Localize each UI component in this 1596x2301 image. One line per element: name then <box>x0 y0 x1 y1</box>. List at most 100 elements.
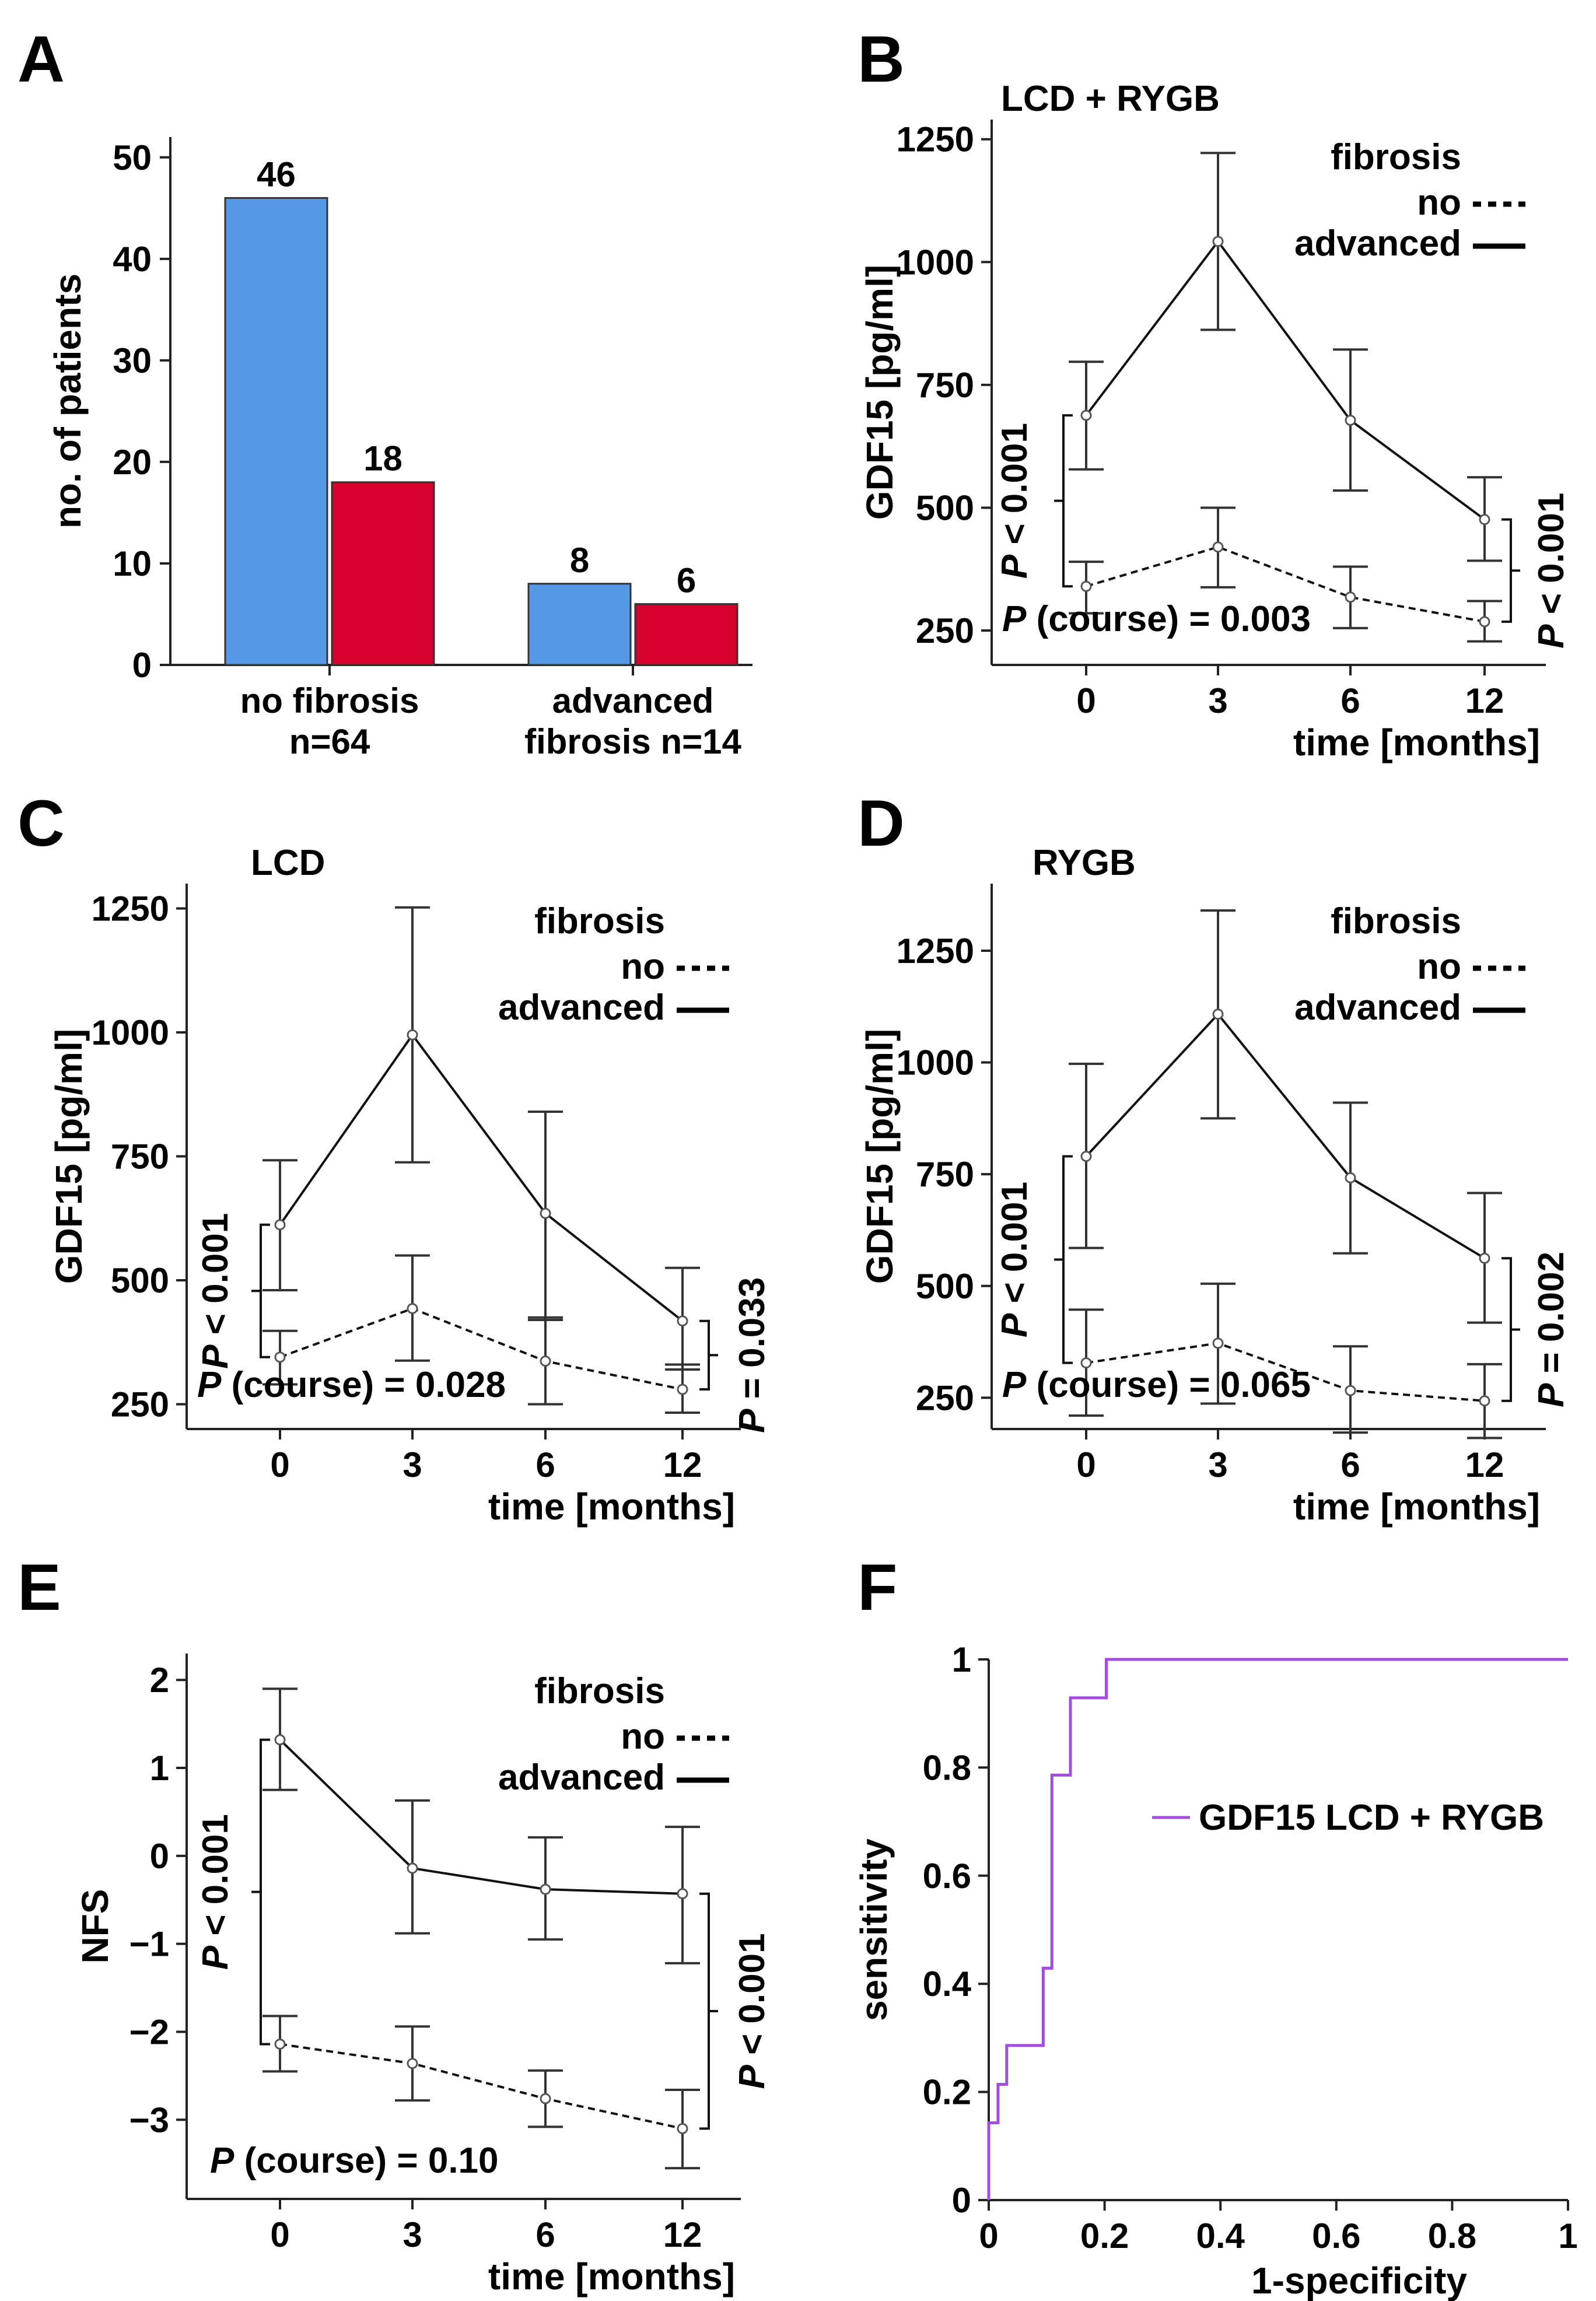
y-tick-label: 1250 <box>897 931 974 971</box>
x-tick-label: 0 <box>1076 681 1096 720</box>
y-tick-label: 500 <box>111 1261 169 1300</box>
stat-value: < 0.001 <box>995 423 1035 555</box>
data-point <box>274 2039 286 2050</box>
data-point <box>1345 1385 1356 1396</box>
y-tick-label: −2 <box>130 2012 169 2051</box>
course-value: (course) = 0.065 <box>1026 1365 1311 1405</box>
legend-label-no: no <box>621 1717 665 1757</box>
series-line-no <box>1086 1342 1485 1402</box>
y-tick-label: 1250 <box>897 120 974 159</box>
chart-title: RYGB <box>1032 843 1136 883</box>
y-tick-label: 1 <box>150 1749 169 1788</box>
bracket-right <box>1502 518 1520 623</box>
course-value: (course) = 0.028 <box>221 1365 506 1405</box>
x-tick-label: 3 <box>1208 681 1227 720</box>
bracket-right <box>1502 1257 1520 1402</box>
bracket-right-label: P < 0.001 <box>732 1933 772 2089</box>
y-tick-label: 0.6 <box>923 1857 971 1896</box>
stat-value: < 0.001 <box>995 1182 1035 1314</box>
data-point <box>1345 591 1356 603</box>
roc-curve <box>987 1658 1568 2200</box>
stat-value: < 0.001 <box>732 1933 772 2065</box>
bar <box>634 603 738 666</box>
series-line-advanced <box>279 1739 683 1895</box>
data-point <box>1479 616 1490 628</box>
course-value: (course) = 0.10 <box>234 2141 498 2181</box>
data-point <box>1479 1252 1490 1264</box>
bracket-right-label: P < 0.001 <box>1531 493 1572 649</box>
y-tick-label: 500 <box>916 1267 974 1306</box>
x-tick-label: 0 <box>270 1445 289 1484</box>
legend-title: fibrosis <box>1331 901 1461 941</box>
bar <box>527 583 632 666</box>
y-tick-label: 0 <box>150 1837 169 1876</box>
bracket-left <box>1054 1155 1073 1364</box>
bracket-left-label: P < 0.001 <box>195 1814 236 1970</box>
y-tick-label: 1000 <box>897 243 974 282</box>
stat-italic-p: P <box>195 1945 236 1970</box>
chart-f: 00 0.2 0.2 0.4 0.4 0.6 0.6 0.8 0.8 1 1 1-specificit… <box>853 1640 1578 2301</box>
course-italic-p: P <box>197 1365 222 1405</box>
data-point <box>1080 580 1092 592</box>
x-tick-label: 12 <box>663 1445 702 1484</box>
y-tick-label: 750 <box>916 1155 974 1194</box>
y-tick-label: 250 <box>916 1378 974 1417</box>
y-tick-label: 20 <box>113 443 152 482</box>
data-point <box>407 2058 418 2069</box>
y-tick-label: 2 <box>150 1661 169 1700</box>
data-point <box>1080 409 1092 421</box>
y-tick-label: −1 <box>130 1925 169 1964</box>
panel-label-C: C <box>18 787 65 860</box>
stat-italic-p: P <box>995 554 1035 579</box>
y-axis-label: NFS <box>74 1889 116 1964</box>
series-line-advanced <box>1085 239 1486 521</box>
y-tick-label: 250 <box>916 611 974 650</box>
bar-data-label: 18 <box>363 439 402 478</box>
data-point <box>407 1862 418 1874</box>
course-p-value: P (course) = 0.028 <box>197 1365 506 1405</box>
bracket-left <box>1054 414 1073 588</box>
y-axis-label: GDF15 [pg/ml] <box>48 1029 90 1284</box>
data-point <box>540 1883 551 1895</box>
bracket-right-label: P = 0.002 <box>1531 1252 1572 1407</box>
panel-label-E: E <box>18 1551 61 1624</box>
data-point <box>540 1207 551 1219</box>
course-p-value: P (course) = 0.003 <box>1002 599 1311 639</box>
x-tick-label: no fibrosis <box>240 681 419 720</box>
bracket-left <box>251 1223 270 1358</box>
data-point <box>677 1315 688 1327</box>
y-tick-label: 500 <box>916 488 974 527</box>
stat-italic-p: P <box>732 2065 772 2089</box>
x-tick-label: 12 <box>1465 1445 1504 1484</box>
x-tick-label: n=64 <box>289 722 370 761</box>
y-tick-label: 30 <box>113 341 152 380</box>
bracket-left-label: P < 0.001 <box>995 423 1035 579</box>
y-axis-label: GDF15 [pg/ml] <box>859 1029 901 1284</box>
x-axis-label: 1-specificity <box>1251 2260 1467 2301</box>
legend-title: fibrosis <box>534 901 665 941</box>
data-point <box>1479 514 1490 526</box>
x-tick-label: fibrosis n=14 <box>524 722 741 761</box>
bracket-left-label: P < 0.001 <box>995 1182 1035 1337</box>
chart-a: 0 10 20 30 40 50 no. of patients 46 8 18 6 no fibro… <box>47 137 752 761</box>
x-tick-label: 0.8 <box>1428 2216 1476 2256</box>
x-tick-label: 0.6 <box>1312 2216 1360 2256</box>
y-axis-label: sensitivity <box>853 1838 895 2021</box>
panel-label-A: A <box>18 23 65 96</box>
stat-italic-p: P <box>732 1409 772 1433</box>
series-line-advanced <box>279 1032 684 1322</box>
y-tick-label: 250 <box>111 1385 169 1424</box>
x-tick-label: 6 <box>536 1445 555 1484</box>
series-line-advanced <box>1085 1012 1486 1259</box>
bar <box>224 197 328 666</box>
x-tick-label: 6 <box>1340 681 1360 720</box>
data-point <box>1479 1395 1490 1407</box>
bracket-left-label: P < 0.001 <box>195 1213 236 1369</box>
data-point <box>274 1734 286 1746</box>
x-tick-label: 6 <box>1340 1445 1360 1484</box>
legend-label-no: no <box>1417 183 1461 223</box>
